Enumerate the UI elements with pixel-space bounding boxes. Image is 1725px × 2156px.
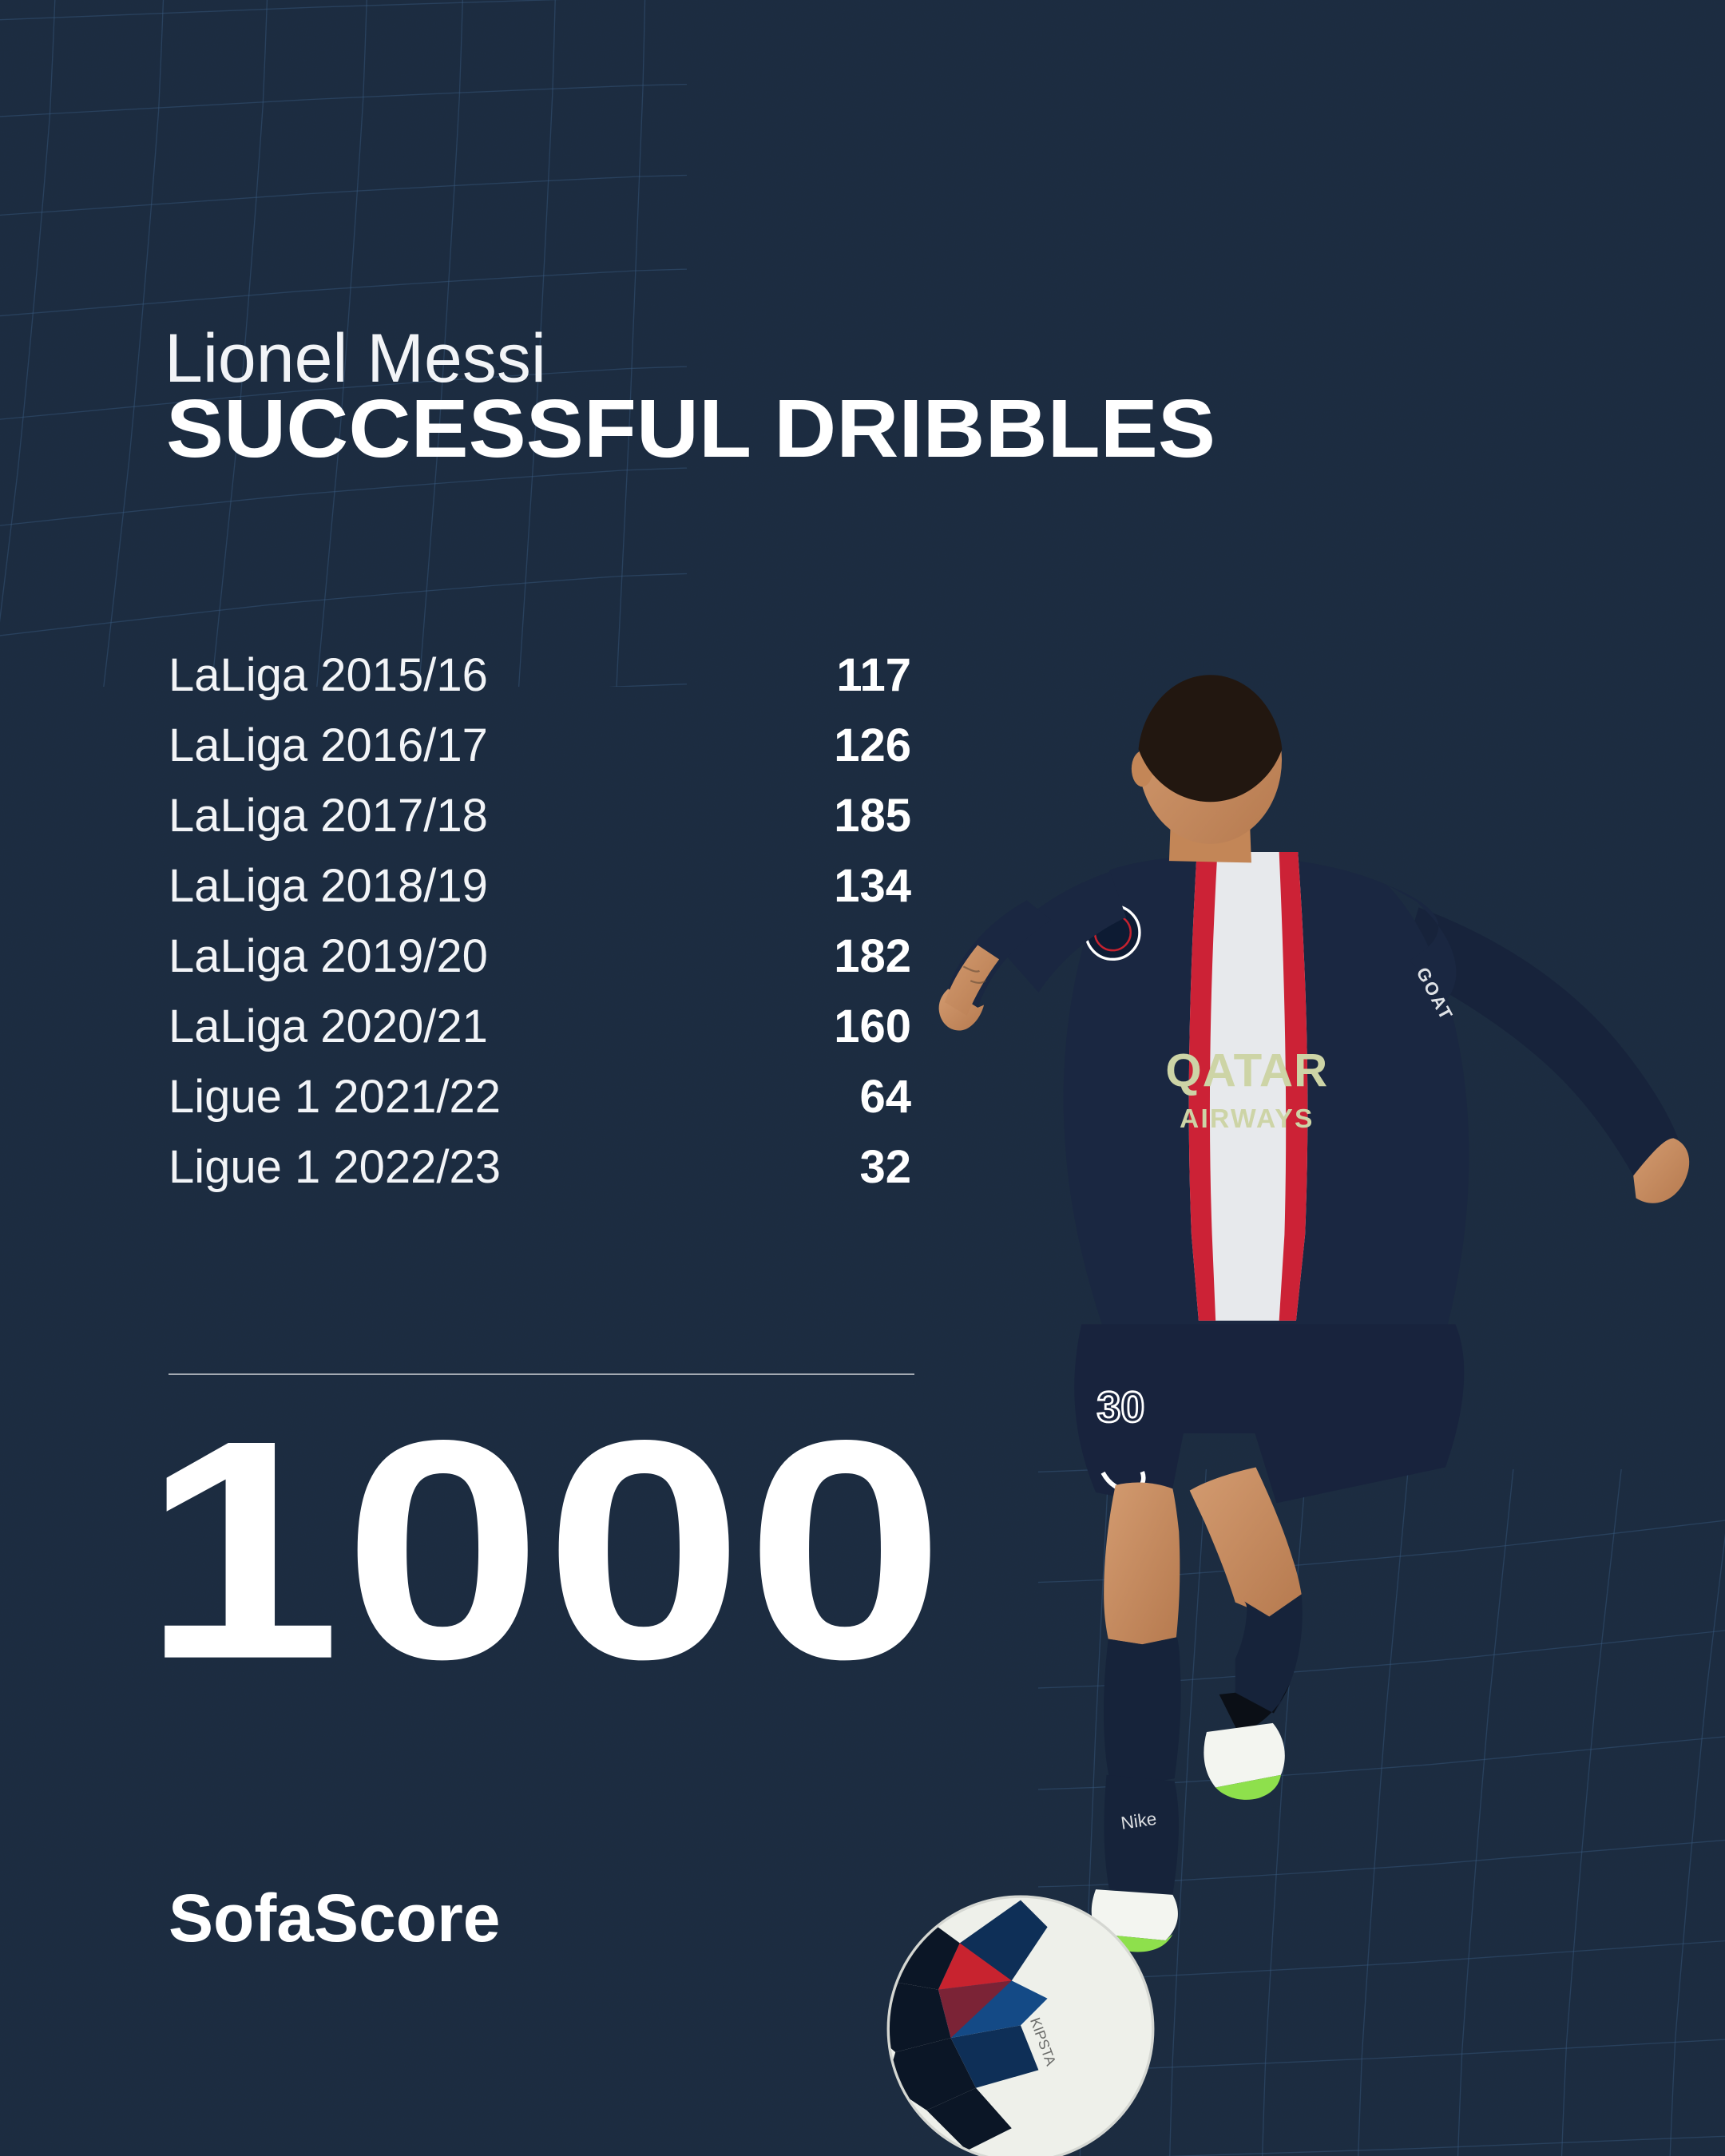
svg-text:QATAR: QATAR (1165, 1044, 1328, 1096)
svg-text:30: 30 (1097, 1383, 1145, 1431)
svg-text:AIRWAYS: AIRWAYS (1180, 1104, 1315, 1134)
